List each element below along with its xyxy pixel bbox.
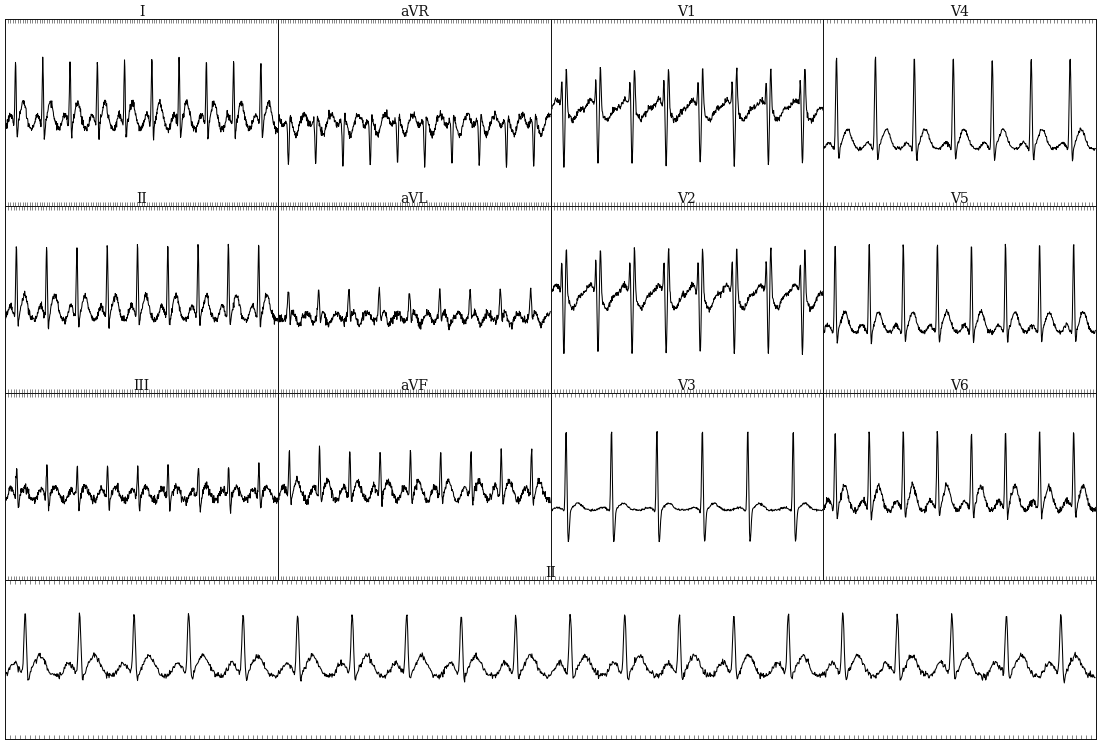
Title: V4: V4	[950, 4, 968, 19]
Title: aVR: aVR	[400, 4, 428, 19]
Title: aVL: aVL	[401, 192, 428, 206]
Title: aVF: aVF	[401, 379, 428, 393]
Title: II: II	[136, 192, 147, 206]
Title: V6: V6	[950, 379, 968, 393]
Title: V5: V5	[950, 192, 968, 206]
Title: V1: V1	[677, 4, 696, 19]
Title: III: III	[134, 379, 149, 393]
Title: V2: V2	[677, 192, 696, 206]
Title: II: II	[546, 566, 556, 580]
Title: I: I	[139, 4, 145, 19]
Title: V3: V3	[677, 379, 696, 393]
